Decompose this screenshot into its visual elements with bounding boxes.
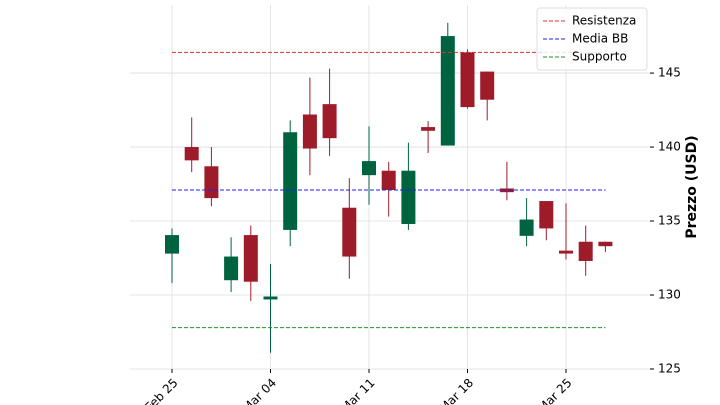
candle-body: [342, 207, 357, 257]
candle-body: [362, 161, 376, 176]
candle-body: [499, 188, 514, 193]
legend-box: [536, 7, 648, 71]
y-axis-label: Prezzo (USD): [684, 135, 700, 238]
y-tick-label: 125: [658, 362, 681, 376]
x-tick-label: Mar 04: [240, 376, 279, 405]
candle-body: [263, 296, 278, 300]
legend-label: Resistenza: [572, 14, 636, 28]
candle-body: [421, 127, 436, 131]
candle-body: [204, 166, 219, 199]
candle-body: [243, 235, 258, 282]
x-tick-label: Mar 11: [338, 376, 377, 405]
candle-body: [184, 147, 199, 161]
y-tick-label: 135: [658, 214, 681, 228]
mark-layer: [165, 22, 613, 353]
grid-layer: [130, 5, 650, 370]
candle-body: [302, 114, 317, 149]
legend-label: Media BB: [572, 32, 628, 46]
legend-label: Supporto: [572, 50, 627, 64]
x-tick-label: Mar 25: [535, 376, 574, 405]
candle-body: [598, 241, 613, 247]
candle-body: [322, 104, 337, 139]
y-tick-label: 145: [658, 66, 681, 80]
candle-body: [460, 52, 475, 108]
y-tick-label: 140: [658, 140, 681, 154]
candle-body: [165, 235, 179, 254]
candle-body: [480, 71, 495, 100]
x-tick-label: Mar 18: [437, 376, 476, 405]
y-tick-label: 130: [658, 288, 681, 302]
candle-body: [440, 36, 455, 146]
candle-body: [559, 250, 573, 254]
candle-body: [224, 256, 239, 281]
candle-body: [401, 170, 416, 224]
candle-body: [539, 201, 554, 229]
x-tick-label: Feb 25: [142, 376, 180, 405]
candle-body: [381, 170, 396, 190]
candle-body: [519, 219, 534, 236]
candle-body: [283, 132, 298, 230]
candle-body: [578, 241, 593, 261]
